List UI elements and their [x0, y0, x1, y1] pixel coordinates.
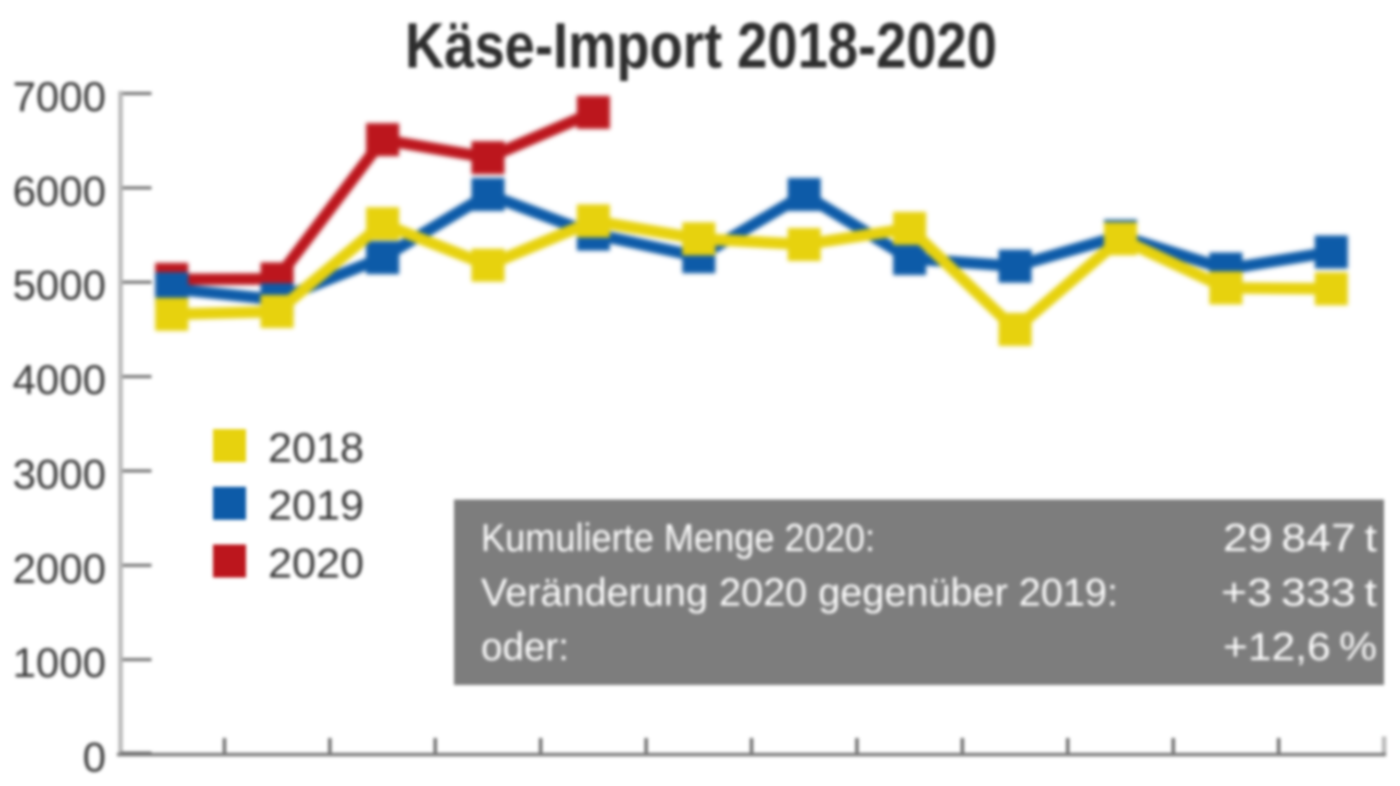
svg-text:+3 333 t: +3 333 t: [1221, 572, 1377, 615]
svg-text:Kumulierte Menge 2020:: Kumulierte Menge 2020:: [481, 517, 875, 560]
svg-text:Käse-Import 2018-2020: Käse-Import 2018-2020: [405, 10, 997, 82]
svg-text:oder:: oder:: [481, 626, 569, 669]
svg-text:2000: 2000: [13, 545, 106, 592]
svg-text:0: 0: [83, 734, 106, 781]
svg-text:3000: 3000: [13, 450, 106, 497]
svg-text:2018: 2018: [268, 424, 364, 471]
svg-text:7000: 7000: [13, 73, 106, 120]
svg-text:6000: 6000: [13, 167, 106, 214]
svg-text:5000: 5000: [13, 262, 106, 309]
svg-text:2020: 2020: [268, 539, 364, 586]
svg-text:Veränderung 2020 gegenüber 201: Veränderung 2020 gegenüber 2019:: [481, 572, 1118, 615]
svg-text:+12,6 %: +12,6 %: [1223, 626, 1377, 669]
svg-text:4000: 4000: [13, 356, 106, 403]
svg-text:1000: 1000: [13, 639, 106, 686]
svg-text:2019: 2019: [268, 482, 364, 529]
svg-text:29 847 t: 29 847 t: [1223, 517, 1377, 560]
